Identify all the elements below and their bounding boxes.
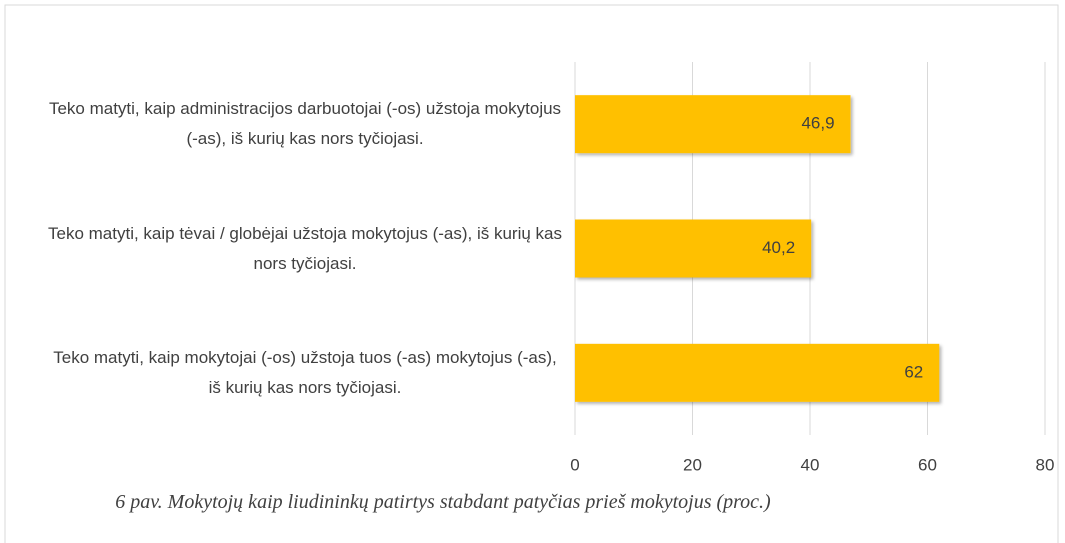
category-label: Teko matyti, kaip mokytojai (-os) užstoj… [53,347,557,397]
bar [575,219,812,278]
caption: 6 pav. Mokytojų kaip liudininkų patirtys… [115,491,771,513]
x-tick-label: 80 [1036,455,1055,474]
bar [575,343,940,402]
value-label: 62 [904,362,923,381]
frame [4,4,1059,543]
value-label: 46,9 [801,114,834,133]
bar [575,95,851,154]
x-tick-label: 40 [801,455,820,474]
value-label: 40,2 [762,238,795,257]
x-tick-label: 60 [918,455,937,474]
x-tick-label: 20 [683,455,702,474]
category-label: Teko matyti, kaip administracijos darbuo… [48,99,562,149]
category-label: Teko matyti, kaip tėvai / globėjai užsto… [48,223,562,273]
x-tick-label: 0 [570,455,579,474]
